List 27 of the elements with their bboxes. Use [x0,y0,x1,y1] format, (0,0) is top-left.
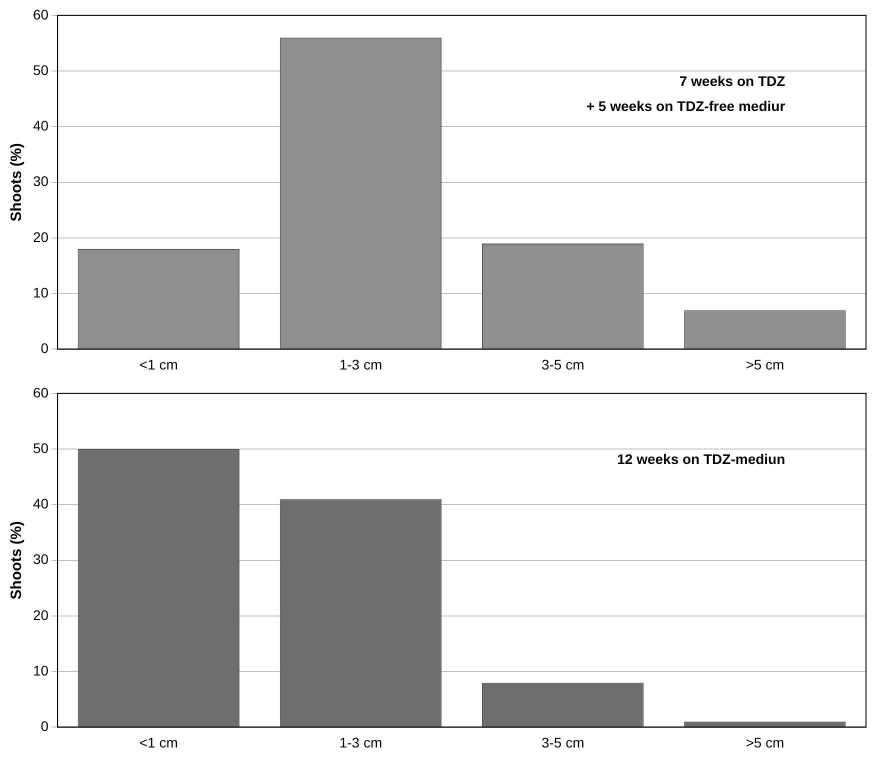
y-tick-label: 60 [32,6,49,22]
y-tick-label: 50 [32,440,49,456]
x-tick-label: >5 cm [746,356,784,372]
y-tick-label: 30 [32,173,49,190]
y-tick-label: 40 [32,118,49,134]
annotation: 7 weeks on TDZ [679,73,786,90]
x-tick-label: 1-3 cm [339,734,382,750]
x-tick-label: <1 cm [139,734,178,750]
y-tick-label: 50 [32,62,49,78]
y-tick-label: 60 [32,384,49,400]
y-axis-title: Shoots (%) [8,521,26,600]
y-tick-label: 20 [32,606,49,623]
x-tick-label: <1 cm [139,356,178,372]
y-tick-label: 0 [40,340,49,356]
annotation: 12 weeks on TDZ-mediun [617,451,786,468]
y-tick-label: 10 [32,662,49,678]
x-tick-label: 1-3 cm [339,356,382,372]
y-axis-title: Shoots (%) [8,143,26,222]
x-tick-label: 3-5 cm [541,356,584,372]
y-tick-label: 20 [32,228,49,245]
y-tick-label: 40 [32,496,49,512]
annotation: + 5 weeks on TDZ-free mediur [586,98,786,114]
x-tick-label: 3-5 cm [541,734,584,750]
x-tick-label: >5 cm [746,734,784,750]
y-tick-label: 0 [40,718,49,734]
y-tick-label: 10 [32,284,49,300]
y-tick-label: 30 [32,551,49,568]
